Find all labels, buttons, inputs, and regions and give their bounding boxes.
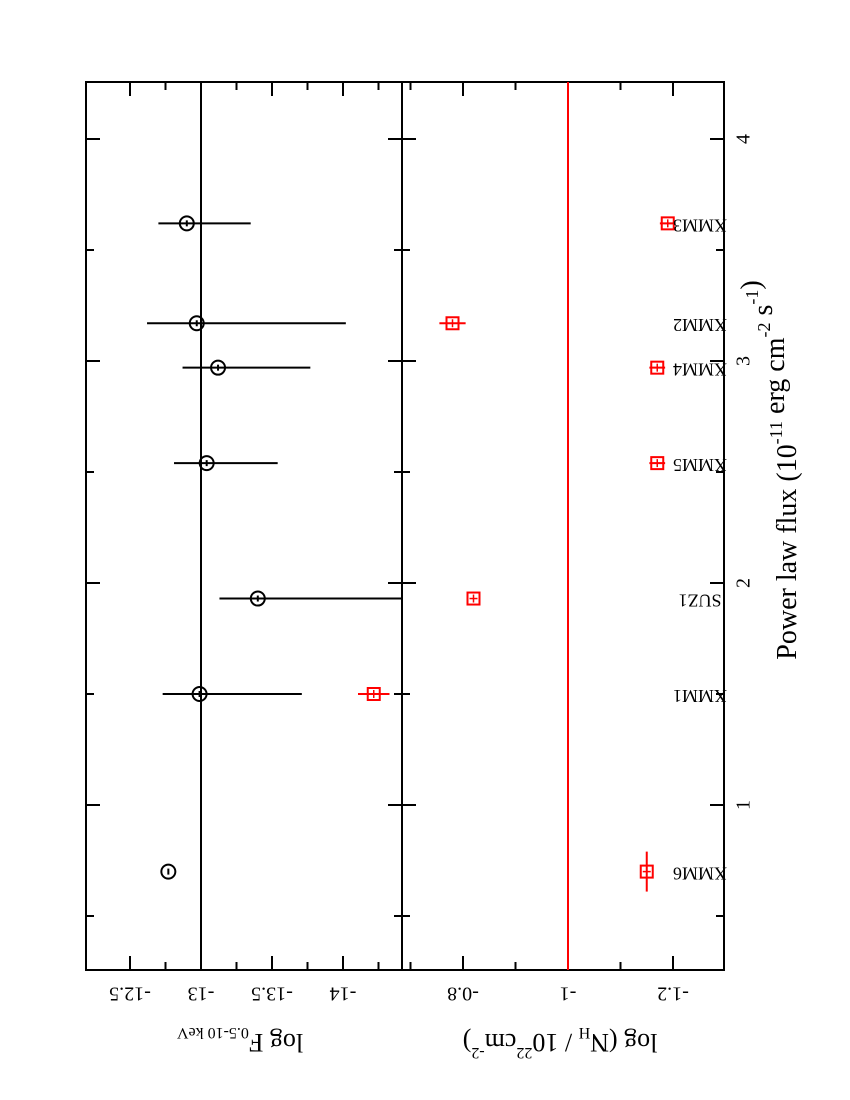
x-axis-label-part: ) [736,280,767,289]
bottom-y-tick-label: -1.2 [657,982,689,1004]
x-axis-label: Power law flux (10-11 erg cm-2 s-1) [736,280,803,659]
point-label: SUZ1 [678,590,721,610]
bottom-data-point [660,216,675,231]
point-label: XMM5 [673,455,727,475]
x-axis-label-superscript: -1 [742,290,762,305]
x-axis-label-part: Power law flux (10 [772,444,803,659]
top-y-tick-label: -12.5 [109,982,151,1004]
bottom-y-axis-label-part: log (N [590,1028,657,1057]
x-axis-label-part: erg cm [760,337,791,421]
top-y-axis-label-main: log F [249,1028,303,1057]
bottom-data-point [650,456,665,471]
top-y-axis-label: log F0.5-10 keV [176,1024,303,1057]
x-axis-label-superscript: -2 [754,323,774,338]
bottom-y-axis-label-superscript: 22 [516,1044,532,1061]
bottom-data-point [650,360,665,375]
top-y-tick-label: -13.5 [251,982,293,1004]
x-tick-label: 2 [733,578,755,588]
bottom-y-tick-label: -1 [560,982,577,1004]
point-label: XMM3 [673,215,727,235]
x-tick-label: 4 [733,134,755,144]
plot-area: 1 2 3 4 -14 -13.5 -13 -12.5 -1.2 -1 -0.8 XMM6 XMM1 SU… [85,81,803,1061]
top-y-axis-label-sub: 0.5-10 keV [176,1024,248,1041]
x-axis-label-superscript: -11 [766,421,786,444]
x-axis-label-part: s [748,305,779,323]
bottom-data-point [639,864,654,879]
bottom-y-axis-label-part: / 10 [532,1028,578,1057]
bottom-data-point [445,316,460,331]
point-label: XMM1 [673,686,727,706]
top-data-point [178,215,195,232]
top-data-point [160,863,177,880]
bottom-y-tick-label: -0.8 [447,982,479,1004]
point-label: XMM4 [673,360,727,380]
rotated-figure: 1 2 3 4 -14 -13.5 -13 -12.5 -1.2 -1 -0.8 XMM6 XMM1 SU… [85,81,803,1061]
point-label: XMM6 [673,863,727,883]
top-y-tick-label: -14 [330,982,357,1004]
bottom-data-point [366,687,381,701]
bottom-y-axis-label-part: ) [463,1028,472,1057]
x-tick-label: 1 [733,800,755,810]
point-label: XMM2 [673,315,727,335]
bottom-y-axis-label-part: cm [485,1028,517,1057]
top-data-point [191,686,208,702]
top-y-tick-label: -13 [188,982,215,1004]
top-data-point [210,359,227,376]
bottom-y-axis-label: log (NH / 1022cm-2) [463,1024,658,1061]
bottom-data-point [466,591,481,606]
top-data-point [198,455,215,472]
bottom-y-axis-label-subscript: H [578,1024,590,1041]
bottom-y-axis-label-superscript: -2 [471,1044,484,1061]
plot-frame [85,81,725,971]
x-tick-label: 3 [733,356,755,366]
top-data-point [249,590,266,607]
top-data-point [188,315,205,332]
